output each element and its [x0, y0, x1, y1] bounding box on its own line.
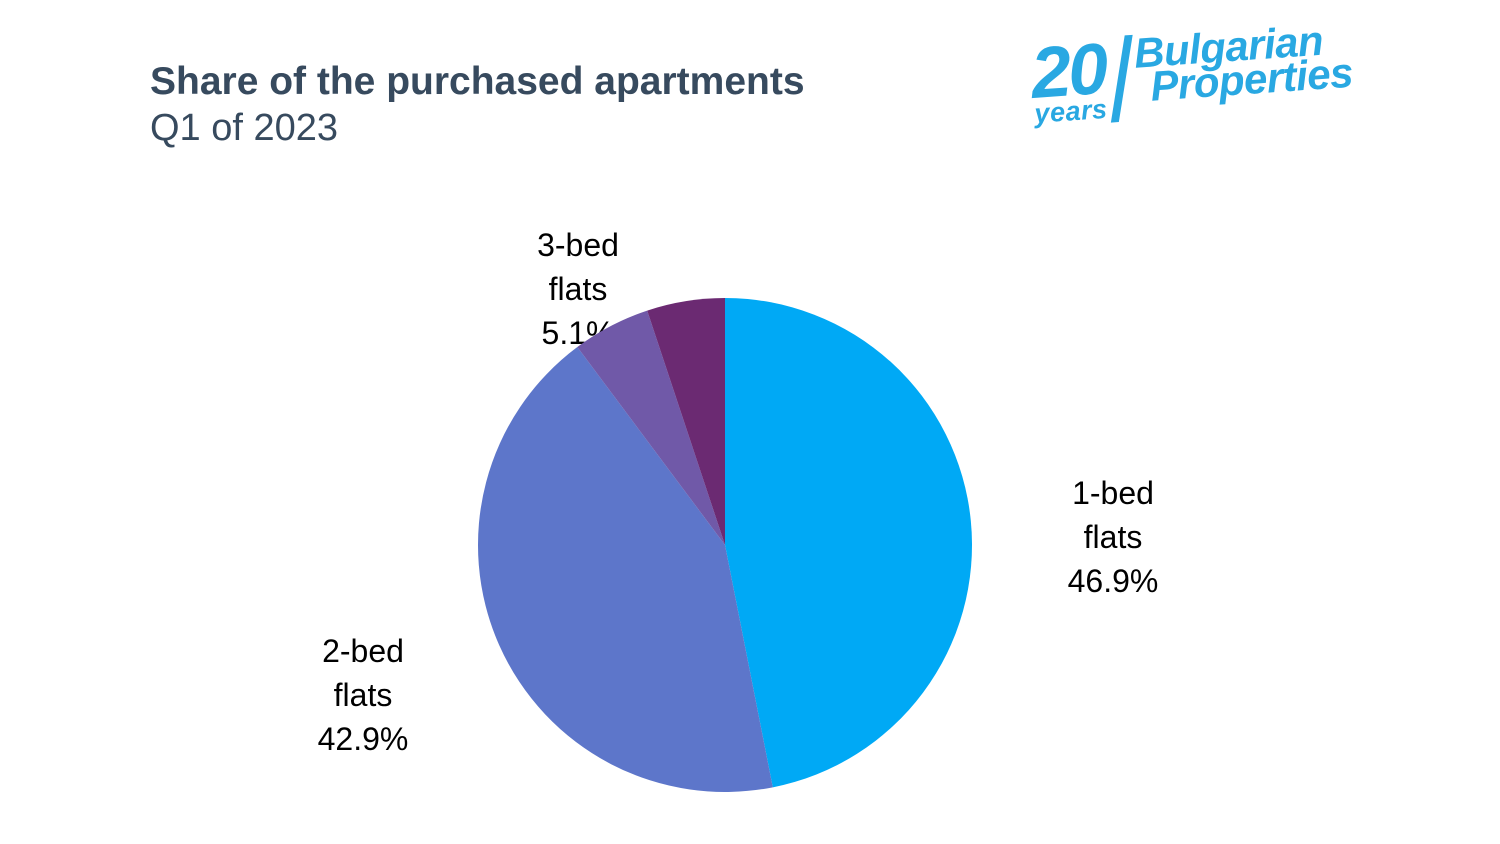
pie-label-line: flats	[1083, 519, 1143, 555]
pie-label-1-bed-flats: 1-bed flats 46.9%	[1068, 471, 1159, 603]
pie-slice-unlabeled	[647, 298, 725, 545]
pie-slice-1-bed-flats	[725, 298, 973, 788]
pie-label-line: flats	[333, 677, 393, 713]
chart-subtitle: Q1 of 2023	[150, 107, 339, 149]
pie-label-line: 2-bed	[322, 633, 404, 669]
pie-label-line: flats	[548, 271, 608, 307]
pie-label-value: 42.9%	[317, 721, 409, 757]
chart-header: Share of the purchased apartments Q1 of …	[150, 58, 805, 152]
chart-title: Share of the purchased apartments	[150, 60, 805, 103]
pie-label-line: 1-bed	[1072, 475, 1154, 511]
pie-slice-3-bed-flats	[577, 310, 725, 545]
pie-label-line: 3-bed	[537, 227, 619, 263]
pie-label-3-bed-flats: 3-bed flats 5.1%	[537, 223, 619, 355]
pie-slice-2-bed-flats	[477, 347, 773, 793]
pie-label-value: 46.9%	[1067, 563, 1159, 599]
pie-label-2-bed-flats: 2-bed flats 42.9%	[318, 629, 409, 761]
